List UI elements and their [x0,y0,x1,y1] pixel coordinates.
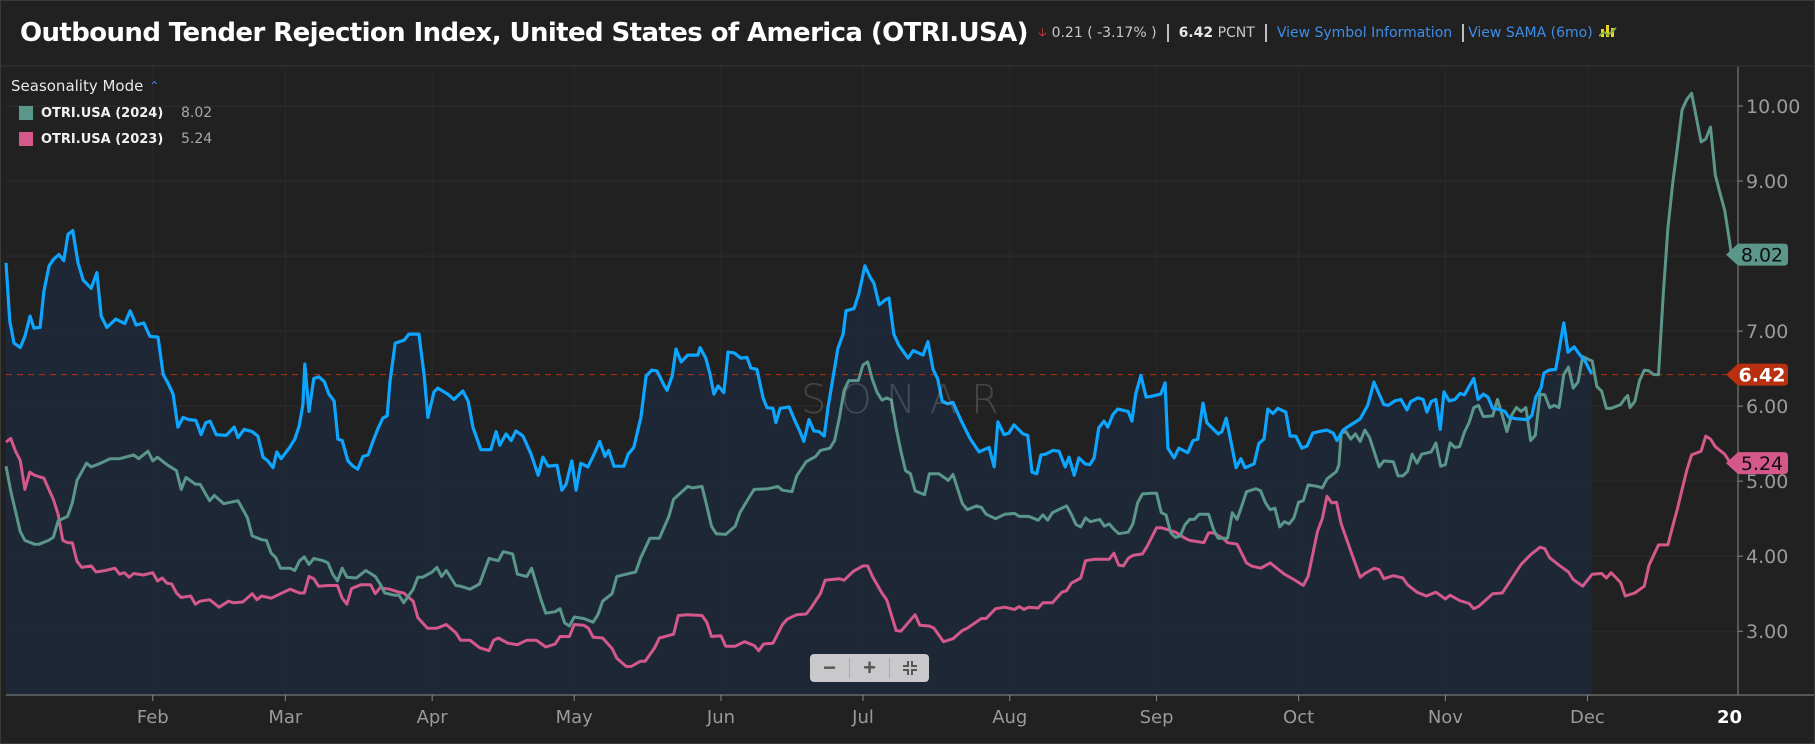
series-line-y2023 [5,434,1733,668]
legend-swatch-2024 [19,106,33,120]
x-tick-label: Jun [706,707,735,728]
y-tick-label: 6.00 [1746,396,1788,418]
last-value: 6.42 [1178,25,1214,41]
seasonality-mode-toggle[interactable]: Seasonality Mode ⌃ [11,77,212,95]
x-tick-label: Mar [268,707,303,728]
x-tick-label: Jul [851,707,874,728]
unit-label: PCNT [1217,25,1255,41]
y-tick-label: 9.00 [1746,171,1788,193]
zoom-in-button[interactable]: + [863,655,876,680]
end-label-8.02: 8.02 [1726,243,1788,267]
reset-zoom-button[interactable] [890,654,929,682]
x-tick-label: Aug [992,707,1027,728]
view-symbol-info-link[interactable]: View Symbol Information [1276,25,1453,41]
legend-value: 8.02 [181,105,213,121]
divider [889,658,890,678]
end-label-6.42: 6.42 [1726,363,1788,387]
end-label-badge [1726,243,1788,266]
y-tick-label: 3.00 [1746,621,1788,643]
x-tick-label: Apr [417,707,449,728]
y-tick-label: 5.00 [1746,471,1788,493]
end-label-badge [1726,363,1788,386]
seasonality-mode-label: Seasonality Mode [11,77,144,95]
y-tick-label: 10.00 [1746,96,1800,118]
view-sama-link[interactable]: View SAMA (6mo) [1468,25,1593,41]
end-label-badge [1726,452,1788,475]
legend-label: OTRI.USA (2023) [41,131,164,147]
x-tick-label: May [556,707,594,728]
series-line-current [4,229,1594,492]
divider [1166,24,1169,42]
down-arrow-icon: 🡣 [1037,24,1047,39]
divider [1264,24,1267,42]
x-tick-label: Dec [1570,707,1605,728]
current-series-area [6,230,1592,695]
chevron-up-icon[interactable]: ⌃ [149,79,160,93]
end-label-text: 8.02 [1741,245,1783,267]
divider [849,658,850,678]
y-tick-label: 7.00 [1746,321,1788,343]
zoom-out-button[interactable]: − [823,655,836,680]
x-tick-label: Feb [137,707,169,728]
legend-label: OTRI.USA (2024) [41,105,164,121]
divider [1462,24,1465,42]
zoom-controls: − + [810,654,929,682]
collapse-icon [902,661,917,675]
x-tick-label: Nov [1428,707,1463,728]
x-tick-label: Sep [1140,707,1174,728]
y-tick-label: 4.00 [1746,546,1788,568]
end-label-text: 5.24 [1741,453,1783,475]
end-label-5.24: 5.24 [1726,452,1788,475]
legend-swatch-2023 [19,132,33,146]
title-bar: Outbound Tender Rejection Index, United … [1,1,1814,67]
last-value-group: 6.42 PCNT [1179,25,1255,41]
chart-analysis-icon[interactable] [1598,23,1617,44]
end-label-text: 6.42 [1739,365,1786,387]
legend: Seasonality Mode ⌃ OTRI.USA (2024) 8.02 … [11,77,212,147]
page-title: Outbound Tender Rejection Index, United … [20,18,1029,48]
x-tick-label: 20 [1717,707,1742,728]
price-change: 0.21 ( -3.17% ) [1051,25,1157,41]
legend-item-2023[interactable]: OTRI.USA (2023) 5.24 [19,131,212,147]
series-line-y2024 [4,91,1733,628]
x-tick-label: Oct [1283,707,1314,728]
legend-item-2024[interactable]: OTRI.USA (2024) 8.02 [19,105,212,121]
legend-value: 5.24 [181,131,213,147]
